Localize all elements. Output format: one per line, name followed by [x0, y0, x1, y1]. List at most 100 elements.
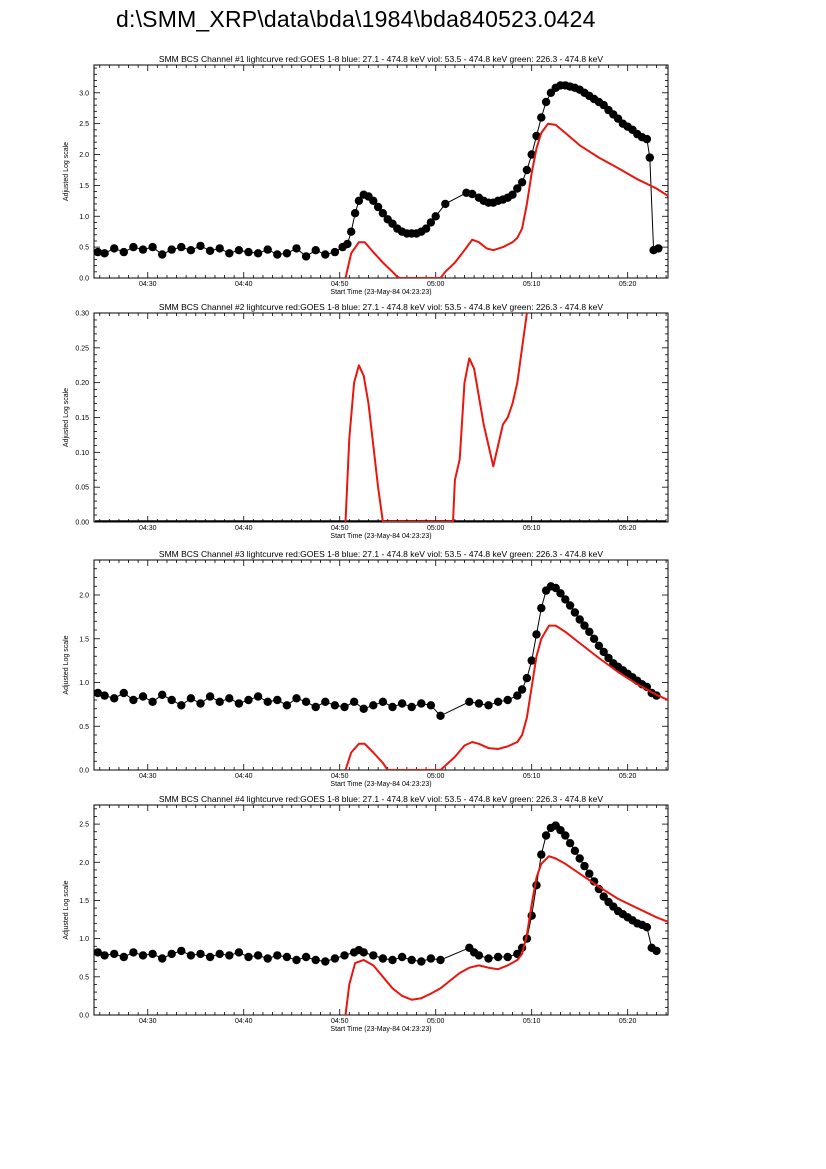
bcs-data-point: [282, 952, 292, 962]
bcs-data-point: [474, 699, 484, 708]
x-tick-label: 05:10: [523, 281, 541, 288]
bcs-data-point: [575, 854, 584, 863]
bcs-data-point: [541, 831, 551, 840]
x-tick-label: 05:20: [619, 525, 637, 532]
y-tick-label: 0.00: [75, 520, 89, 527]
bcs-data-point: [311, 702, 320, 712]
bcs-data-point: [513, 184, 522, 193]
bcs-data-point: [186, 951, 196, 960]
panel-title: SMM BCS Channel #4 lightcurve red:GOES 1…: [159, 794, 603, 804]
bcs-data-point: [556, 589, 565, 598]
bcs-data-point: [225, 951, 234, 960]
goes-series-line: [344, 624, 668, 770]
plot-frame: [93, 64, 669, 279]
x-tick-label: 05:20: [619, 773, 637, 780]
bcs-data-point: [148, 242, 157, 252]
bcs-data-point: [282, 249, 292, 258]
bcs-data-point: [508, 190, 517, 199]
bcs-data-point: [177, 242, 186, 252]
bcs-data-point: [148, 697, 157, 706]
y-tick-label: 0.5: [79, 974, 89, 981]
x-tick-label: 04:40: [235, 1018, 253, 1025]
bcs-data-point: [565, 601, 575, 610]
bcs-data-point: [273, 951, 282, 960]
x-tick-label: 04:30: [139, 773, 157, 780]
bcs-data-point: [234, 948, 244, 957]
bcs-data-point: [570, 608, 580, 617]
panel-channel-4: SMM BCS Channel #4 lightcurve red:GOES 1…: [63, 794, 669, 1033]
bcs-data-point: [110, 949, 119, 959]
bcs-data-point: [503, 952, 512, 962]
bcs-data-point: [110, 244, 119, 253]
bcs-data-point: [580, 861, 589, 871]
plot-area: [95, 313, 667, 522]
plot-area: [94, 821, 668, 1015]
x-tick-label: 05:20: [619, 281, 637, 288]
x-tick-label: 04:30: [139, 281, 157, 288]
bcs-data-point: [301, 697, 311, 706]
x-tick-label: 05:00: [427, 773, 445, 780]
bcs-data-point: [441, 199, 450, 209]
goes-series-line: [344, 122, 668, 278]
bcs-data-point: [340, 702, 349, 712]
bcs-data-point: [196, 699, 205, 708]
bcs-data-point: [138, 245, 148, 254]
y-tick-label: 2.0: [79, 152, 89, 159]
bcs-data-point: [493, 952, 503, 962]
bcs-data-point: [94, 688, 102, 698]
bcs-data-point: [580, 621, 589, 630]
x-tick-label: 04:40: [235, 773, 253, 780]
y-axis-label: Adjusted Log scale: [63, 880, 70, 939]
bcs-data-point: [253, 951, 263, 960]
bcs-data-point: [340, 951, 349, 960]
bcs-data-point: [599, 647, 608, 657]
bcs-data-point: [654, 244, 663, 253]
y-tick-label: 2.0: [79, 593, 89, 600]
page-title: d:\SMM_XRP\data\bda\1984\bda840523.0424: [116, 6, 596, 32]
y-tick-label: 1.5: [79, 183, 89, 190]
bcs-data-point: [263, 697, 272, 706]
bcs-data-point: [119, 688, 128, 698]
y-tick-label: 1.5: [79, 898, 89, 905]
bcs-data-point: [561, 595, 570, 604]
bcs-data-point: [177, 946, 186, 956]
x-tick-label: 05:00: [427, 1018, 445, 1025]
bcs-data-point: [378, 954, 388, 963]
bcs-data-point: [196, 241, 205, 251]
bcs-data-point: [321, 250, 330, 259]
y-tick-label: 0.5: [79, 724, 89, 731]
bcs-data-point: [100, 691, 109, 700]
bcs-data-point: [642, 134, 652, 144]
bcs-data-point: [517, 685, 527, 694]
bcs-data-point: [537, 603, 546, 613]
y-tick-label: 0.0: [79, 276, 89, 283]
bcs-data-point: [642, 923, 652, 932]
panel-channel-3: SMM BCS Channel #3 lightcurve red:GOES 1…: [63, 549, 669, 788]
bcs-data-point: [119, 247, 128, 257]
y-tick-label: 1.0: [79, 680, 89, 687]
x-tick-label: 04:50: [331, 773, 349, 780]
x-tick-label: 04:40: [235, 525, 253, 532]
y-axis-label: Adjusted Log scale: [63, 388, 70, 447]
bcs-data-point: [148, 949, 157, 959]
bcs-data-point: [225, 249, 234, 258]
bcs-data-point: [397, 699, 407, 708]
bcs-data-point: [503, 695, 512, 705]
y-tick-label: 2.5: [79, 822, 89, 829]
x-tick-label: 05:00: [427, 525, 445, 532]
bcs-data-point: [205, 246, 215, 255]
plot-area: [94, 582, 668, 770]
bcs-data-point: [484, 701, 493, 710]
bcs-data-point: [205, 952, 215, 962]
x-tick-label: 04:50: [331, 525, 349, 532]
y-tick-label: 3.0: [79, 90, 89, 97]
bcs-data-point: [417, 699, 426, 708]
x-tick-label: 04:50: [331, 1018, 349, 1025]
bcs-data-point: [388, 702, 397, 712]
y-tick-label: 0.0: [79, 768, 89, 775]
bcs-data-point: [645, 153, 654, 162]
y-tick-label: 2.5: [79, 121, 89, 128]
bcs-data-point: [354, 196, 364, 205]
bcs-data-point: [388, 955, 397, 965]
